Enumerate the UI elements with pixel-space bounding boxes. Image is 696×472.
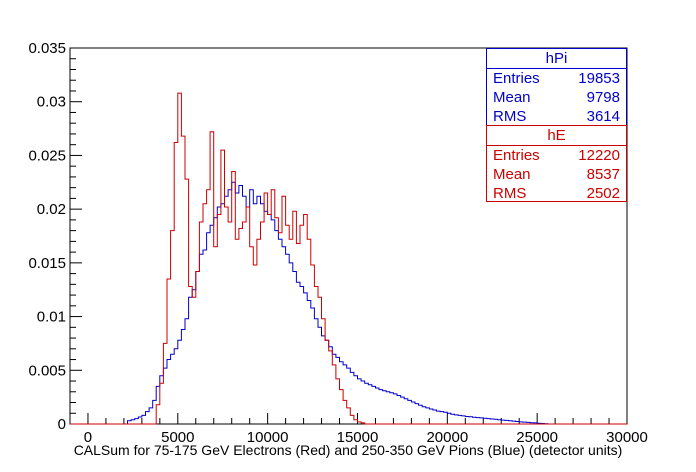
stats-row-rms: RMS 2502 <box>487 184 626 203</box>
y-tick-label: 0.035 <box>28 40 66 57</box>
stats-box-he: hE Entries 12220 Mean 8537 RMS 2502 <box>486 125 627 202</box>
stats-box-hpi: hPi Entries 19853 Mean 9798 RMS 3614 <box>486 48 627 126</box>
stats-label: Mean <box>493 166 531 183</box>
y-tick-label: 0.02 <box>37 201 66 218</box>
stats-row-entries: Entries 12220 <box>487 146 626 165</box>
y-tick-label: 0.005 <box>28 362 66 379</box>
stats-label: Entries <box>493 147 540 164</box>
stats-label: RMS <box>493 185 527 202</box>
stats-title: hPi <box>487 49 626 69</box>
stats-label: Mean <box>493 89 531 106</box>
y-tick-label: 0.01 <box>37 309 66 326</box>
series-hpi-line <box>70 181 627 425</box>
x-tick-label: 20000 <box>426 429 468 446</box>
x-tick-label: 10000 <box>247 429 289 446</box>
stats-value: 12220 <box>578 147 620 164</box>
y-tick-label: 0.03 <box>37 94 66 111</box>
stats-value: 9798 <box>586 89 620 106</box>
stats-value: 2502 <box>586 185 620 202</box>
y-tick-label: 0.015 <box>28 255 66 272</box>
x-tick-label: 5000 <box>161 429 194 446</box>
x-tick-label: 15000 <box>337 429 379 446</box>
stats-row-entries: Entries 19853 <box>487 69 626 88</box>
series-he-line <box>70 92 627 425</box>
x-tick-label: 0 <box>84 429 92 446</box>
stats-value: 3614 <box>586 108 620 125</box>
x-tick-label: 30000 <box>606 429 648 446</box>
y-tick-label: 0.025 <box>28 147 66 164</box>
y-tick-label: 0 <box>58 416 66 433</box>
x-axis-title: CALSum for 75-175 GeV Electrons (Red) an… <box>74 442 623 458</box>
stats-row-rms: RMS 3614 <box>487 107 626 126</box>
stats-row-mean: Mean 8537 <box>487 165 626 184</box>
series-layer <box>70 92 627 425</box>
stats-title: hE <box>487 126 626 146</box>
stats-value: 19853 <box>578 70 620 87</box>
x-tick-label: 25000 <box>516 429 558 446</box>
stats-value: 8537 <box>586 166 620 183</box>
stats-label: Entries <box>493 70 540 87</box>
stats-label: RMS <box>493 108 527 125</box>
stats-row-mean: Mean 9798 <box>487 88 626 107</box>
x-axis: 0 5000 10000 15000 20000 25000 30000 <box>84 413 648 446</box>
y-axis: 0 0.005 0.01 0.015 0.02 0.025 0.03 0.035 <box>28 40 82 433</box>
